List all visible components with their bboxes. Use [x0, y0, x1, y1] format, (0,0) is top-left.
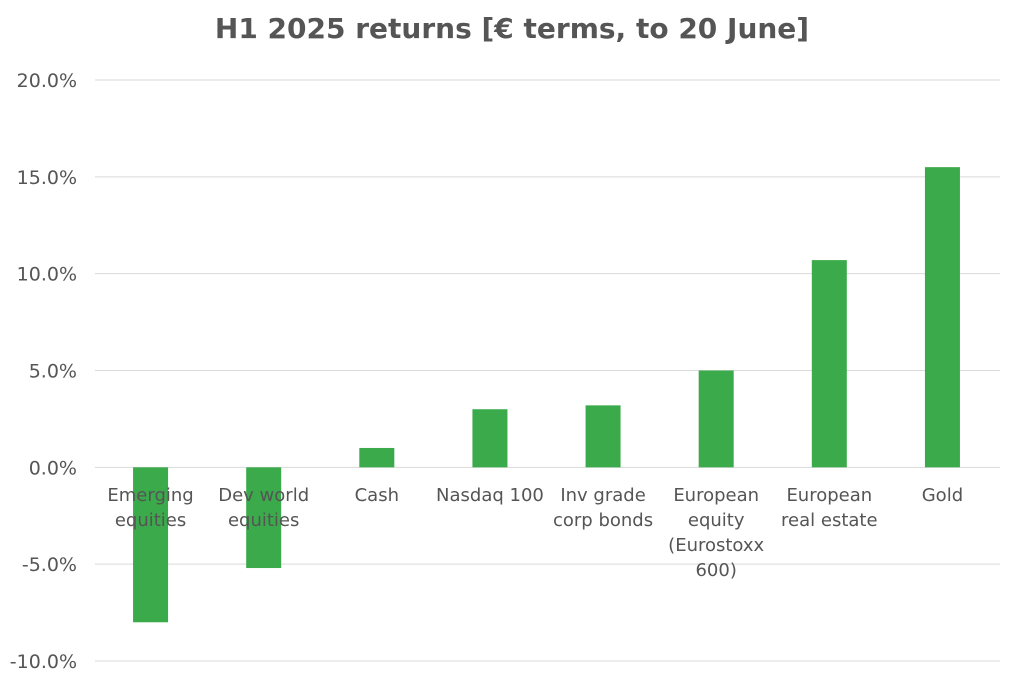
bar: [359, 447, 395, 468]
x-tick-label: Emerging equities: [107, 485, 193, 531]
x-tick-label-line: equities: [228, 510, 299, 531]
x-tick-label-line: corp bonds: [553, 510, 653, 531]
x-tick-label-line: Nasdaq 100: [436, 485, 544, 506]
y-tick-label: -5.0%: [22, 554, 77, 576]
bar: [585, 405, 621, 468]
bars: [133, 167, 960, 623]
x-tick-label-line: European: [673, 485, 759, 506]
x-tick-label-line: Cash: [355, 485, 399, 506]
bar: [133, 467, 169, 623]
x-tick-label: European equity (Eurostoxx 600): [668, 485, 764, 581]
y-tick-label: 15.0%: [17, 167, 77, 189]
chart-title: H1 2025 returns [€ terms, to 20 June]: [214, 12, 810, 45]
y-tick-label: 10.0%: [17, 264, 77, 286]
x-tick-label-line: European: [786, 485, 872, 506]
y-tick-label: 5.0%: [29, 361, 77, 383]
x-tick-label-line: Dev world: [218, 485, 309, 506]
y-tick-label: 0.0%: [29, 457, 77, 479]
y-tick-label: -10.0%: [10, 651, 77, 673]
bar: [811, 260, 847, 468]
x-tick-label: Cash: [355, 485, 399, 506]
x-tick-label-line: 600): [695, 560, 736, 581]
x-tick-label-line: real estate: [781, 510, 878, 531]
x-tick-label: European real estate: [781, 485, 878, 531]
x-tick-label-line: Emerging: [107, 485, 193, 506]
bar: [698, 370, 734, 468]
x-tick-label: Gold: [922, 485, 963, 506]
x-tick-label-line: equities: [115, 510, 186, 531]
x-tick-label: Nasdaq 100: [436, 485, 544, 506]
bar: [246, 467, 282, 569]
y-tick-label: 20.0%: [17, 70, 77, 92]
x-tick-label: Inv grade corp bonds: [553, 485, 653, 531]
x-tick-label-line: (Eurostoxx: [668, 535, 764, 556]
x-tick-label-line: equity: [688, 510, 745, 531]
bar: [924, 167, 960, 468]
y-axis-ticks: -10.0% -5.0% 0.0% 5.0% 10.0% 15.0% 20.0%: [10, 70, 77, 673]
bar: [472, 409, 508, 468]
x-tick-label-line: Gold: [922, 485, 963, 506]
gridlines: [95, 79, 1000, 662]
x-tick-label: Dev world equities: [218, 485, 309, 531]
x-tick-label-line: Inv grade: [560, 485, 645, 506]
x-axis-labels: Emerging equities Dev world equities Cash Nas…: [107, 485, 963, 581]
